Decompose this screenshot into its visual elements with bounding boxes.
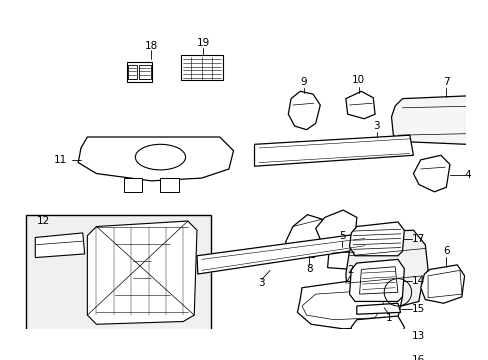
- Polygon shape: [126, 62, 152, 82]
- Polygon shape: [78, 137, 233, 181]
- Polygon shape: [197, 233, 367, 274]
- Polygon shape: [254, 135, 412, 166]
- Polygon shape: [356, 303, 400, 314]
- Polygon shape: [349, 316, 404, 354]
- Polygon shape: [327, 245, 358, 269]
- Polygon shape: [479, 102, 488, 139]
- Text: 15: 15: [411, 304, 424, 314]
- Polygon shape: [354, 354, 398, 360]
- Polygon shape: [345, 91, 374, 119]
- Text: 3: 3: [373, 121, 380, 131]
- Text: 19: 19: [196, 38, 209, 48]
- Polygon shape: [345, 230, 427, 311]
- Polygon shape: [349, 222, 404, 256]
- Polygon shape: [123, 178, 142, 192]
- Text: 9: 9: [300, 77, 306, 87]
- Text: 14: 14: [411, 276, 424, 286]
- Text: 7: 7: [442, 77, 449, 87]
- Text: 1: 1: [385, 313, 391, 323]
- Polygon shape: [181, 55, 222, 80]
- Text: 4: 4: [464, 170, 470, 180]
- Text: 16: 16: [411, 355, 424, 360]
- Polygon shape: [35, 233, 84, 257]
- Text: 18: 18: [144, 41, 158, 51]
- Polygon shape: [160, 178, 178, 192]
- Polygon shape: [427, 270, 461, 298]
- Polygon shape: [302, 291, 384, 320]
- Polygon shape: [87, 221, 197, 324]
- Text: 5: 5: [338, 231, 345, 240]
- Polygon shape: [349, 260, 404, 301]
- Text: 3: 3: [258, 278, 264, 288]
- Polygon shape: [315, 210, 356, 247]
- Text: 6: 6: [442, 246, 449, 256]
- Text: 13: 13: [411, 331, 424, 341]
- Bar: [26, 215, 210, 333]
- Polygon shape: [297, 281, 402, 329]
- Text: 17: 17: [411, 234, 424, 244]
- Polygon shape: [391, 96, 488, 144]
- Polygon shape: [285, 215, 324, 257]
- Text: 2: 2: [346, 265, 353, 275]
- Polygon shape: [127, 65, 137, 80]
- Polygon shape: [412, 155, 449, 192]
- Text: 8: 8: [305, 265, 312, 274]
- Polygon shape: [138, 65, 151, 80]
- Text: 10: 10: [351, 75, 365, 85]
- Text: 11: 11: [53, 155, 66, 165]
- Polygon shape: [420, 265, 464, 303]
- Polygon shape: [288, 91, 320, 130]
- Polygon shape: [359, 267, 397, 294]
- Text: 12: 12: [37, 216, 50, 226]
